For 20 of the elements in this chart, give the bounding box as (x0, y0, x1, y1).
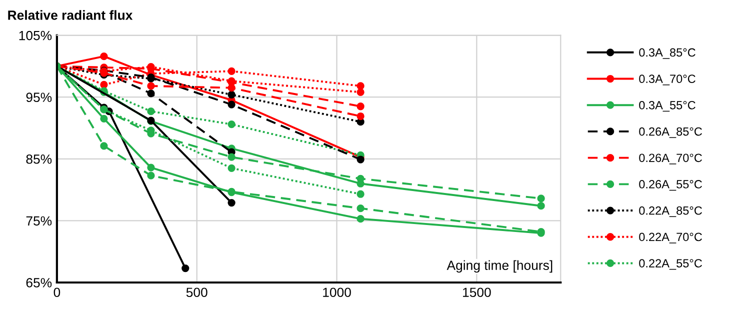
legend-label: 0.22A_55°C (639, 259, 702, 270)
y-tick-label: 105% (19, 30, 52, 40)
x-tick-label: 1000 (323, 288, 351, 298)
x-axis-title: Aging time [hours] (446, 260, 552, 273)
legend-label: 0.26A_70°C (639, 154, 702, 164)
legend-label: 0.26A_85°C (639, 127, 702, 138)
legend-label: 0.3A_85°C (639, 48, 696, 59)
legend-label: 0.22A_85°C (639, 206, 702, 217)
legend-label: 0.22A_70°C (639, 232, 702, 244)
y-tick-label: 95% (26, 92, 52, 102)
y-axis-title: Relative radiant flux (8, 10, 133, 20)
x-tick-label: 500 (186, 288, 208, 298)
legend-label: 0.3A_55°C (639, 101, 696, 112)
x-tick-label: 0 (54, 288, 60, 298)
y-tick-label: 85% (26, 154, 52, 164)
x-tick-label: 1500 (463, 288, 491, 298)
legend-label: 0.3A_70°C (639, 74, 696, 86)
y-tick-label: 65% (26, 278, 52, 288)
y-tick-label: 75% (26, 216, 52, 226)
legend-label: 0.26A_55°C (639, 180, 702, 191)
